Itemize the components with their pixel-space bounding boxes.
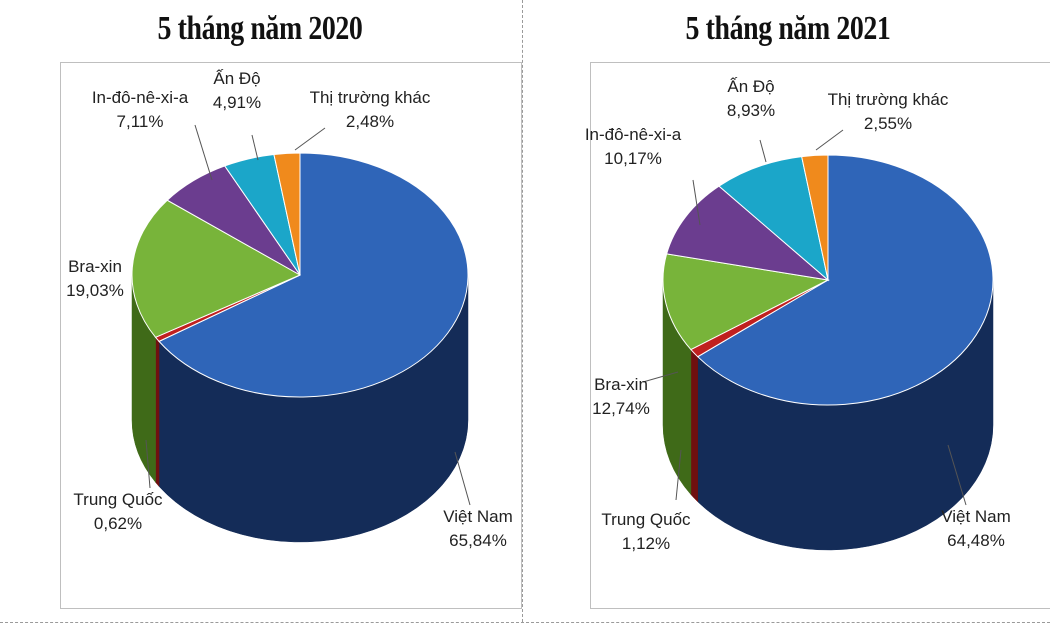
pie-slice-5 <box>273 152 301 276</box>
slice-value-2: 19,03% <box>66 281 124 300</box>
slice-value-3: 10,17% <box>604 149 662 168</box>
slice-label-3: In-đô-nê-xi-a <box>585 125 682 144</box>
pie-slice-0 <box>158 152 469 398</box>
pie-slice-2 <box>662 253 830 351</box>
slice-label-1: Trung Quốc <box>73 490 163 509</box>
slice-value-1: 1,12% <box>622 534 670 553</box>
leader-line-5 <box>294 127 326 151</box>
leader-line-1 <box>145 439 151 489</box>
slice-value-5: 2,55% <box>864 114 912 133</box>
leader-line-0 <box>947 444 967 506</box>
slice-label-5: Thị trường khác <box>310 88 431 107</box>
slice-value-1: 0,62% <box>94 514 142 533</box>
chart-panel-2020: 5 tháng năm 2020 Việt Nam 65,84% Trung Quố… <box>0 0 522 620</box>
pie-chart-2020: Việt Nam 65,84% Trung Quốc 0,62% Bra-xin 19,0… <box>66 69 513 550</box>
slice-label-1: Trung Quốc <box>601 510 691 529</box>
pie-side-1 <box>155 336 160 488</box>
slice-label-2: Bra-xin <box>594 375 648 394</box>
leader-line-5 <box>815 129 844 151</box>
pie-tops <box>131 152 469 398</box>
pie-slice-0 <box>696 154 994 406</box>
pie-slice-2 <box>131 199 302 338</box>
chart-panel-2021: 5 tháng năm 2021 Việt Nam 64,48% Trung Quố… <box>528 0 1050 620</box>
pie-slice-5 <box>801 154 829 281</box>
pie-tops <box>662 154 994 406</box>
slice-value-0: 65,84% <box>449 531 507 550</box>
bottom-divider <box>0 622 1050 623</box>
slice-value-4: 4,91% <box>213 93 261 112</box>
slice-label-4: Ấn Độ <box>727 77 774 96</box>
leader-line-1 <box>675 449 682 501</box>
slice-label-0: Việt Nam <box>443 507 513 526</box>
pie-slice-3 <box>666 185 830 281</box>
slice-value-3: 7,11% <box>117 112 164 131</box>
pie-slice-4 <box>718 156 829 282</box>
slice-label-2: Bra-xin <box>68 257 122 276</box>
slice-label-4: Ấn Độ <box>213 69 260 88</box>
leader-line-0 <box>454 451 471 506</box>
pie-chart-2021: Việt Nam 64,48% Trung Quốc 1,12% Bra-xin 12,7… <box>585 77 1011 553</box>
slice-value-2: 12,74% <box>592 399 650 418</box>
slice-value-5: 2,48% <box>346 112 394 131</box>
slice-value-0: 64,48% <box>947 531 1005 550</box>
chart-title-2021: 5 tháng năm 2021 <box>685 10 891 47</box>
leader-line-3 <box>194 124 213 181</box>
chart-title-2020: 5 tháng năm 2020 <box>157 10 363 47</box>
slice-label-3: In-đô-nê-xi-a <box>92 88 189 107</box>
leader-line-4 <box>759 139 767 163</box>
slice-value-4: 8,93% <box>727 101 775 120</box>
panel-divider <box>522 0 523 622</box>
slice-label-0: Việt Nam <box>941 507 1011 526</box>
slice-label-5: Thị trường khác <box>828 90 949 109</box>
pie-side-1 <box>690 348 698 503</box>
pie-labels: Việt Nam 65,84% Trung Quốc 0,62% Bra-xin 19,0… <box>66 69 513 550</box>
pie-labels: Việt Nam 64,48% Trung Quốc 1,12% Bra-xin 12,7… <box>585 77 1011 553</box>
leader-line-3 <box>692 179 701 226</box>
leader-line-4 <box>251 134 259 161</box>
leader-line-2 <box>642 371 679 383</box>
